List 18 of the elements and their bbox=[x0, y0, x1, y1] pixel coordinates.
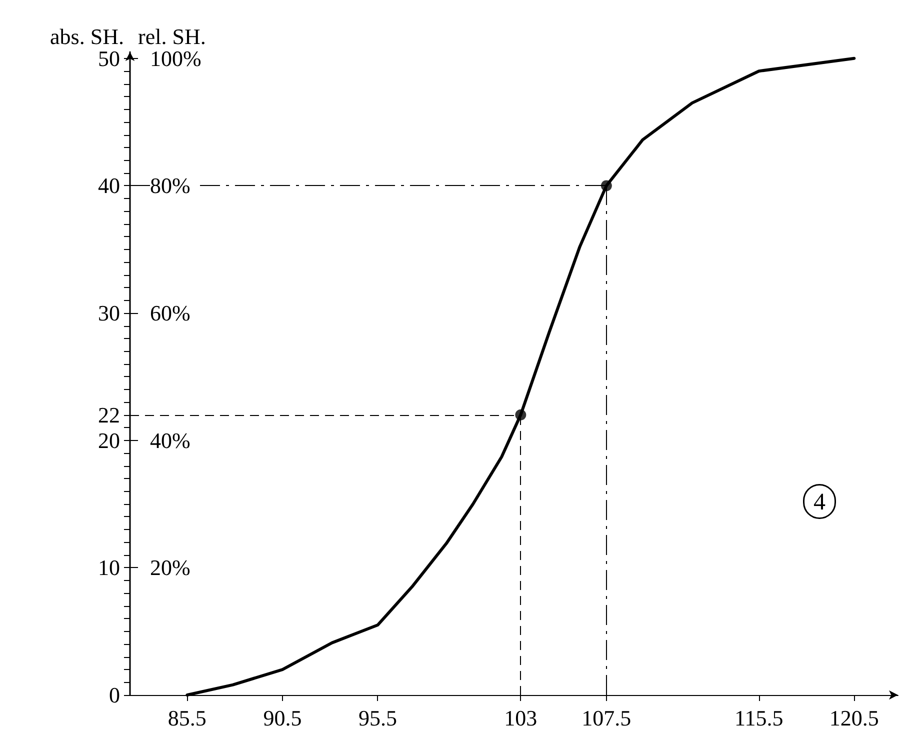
y-tick-label: 30 bbox=[98, 300, 120, 326]
y2-tick-label: 20% bbox=[150, 555, 190, 580]
y-tick-label: 40 bbox=[98, 173, 120, 198]
y2-tick-label: 80% bbox=[150, 173, 190, 198]
y-tick-label: 10 bbox=[98, 555, 120, 580]
x-tick-label: 90.5 bbox=[263, 706, 302, 730]
x-tick-label: 103 bbox=[504, 706, 538, 730]
y-tick-label: 20 bbox=[98, 428, 120, 453]
x-tick-label: 120.5 bbox=[829, 706, 879, 730]
annotation: 4 bbox=[814, 490, 826, 516]
x-tick-label: 115.5 bbox=[734, 706, 784, 730]
x-tick-label: 95.5 bbox=[358, 706, 397, 730]
x-tick-label: 107.5 bbox=[582, 706, 632, 730]
y2-tick-label: 60% bbox=[150, 300, 190, 326]
x-tick-label: 85.5 bbox=[168, 706, 206, 730]
y2-tick-label: 40% bbox=[150, 428, 190, 453]
y-tick-label: 0 bbox=[109, 682, 120, 708]
y-tick-label: 22 bbox=[98, 402, 120, 428]
